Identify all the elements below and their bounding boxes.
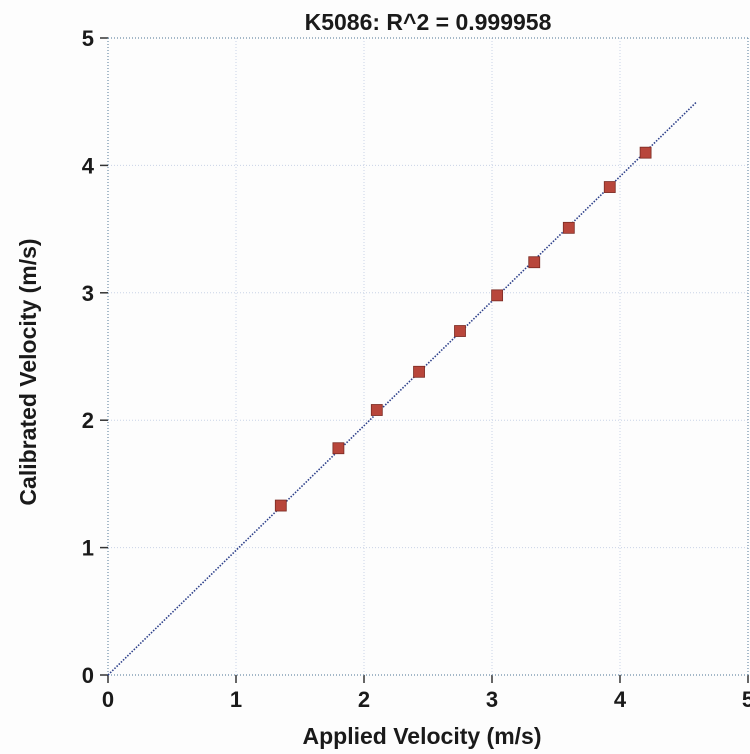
data-point <box>454 325 466 337</box>
x-tick-label: 5 <box>742 687 750 712</box>
data-point <box>562 221 575 234</box>
x-tick-label: 3 <box>486 687 498 712</box>
y-tick-label: 5 <box>82 26 94 51</box>
data-point <box>332 442 345 455</box>
y-tick-label: 3 <box>82 281 94 306</box>
axes <box>100 37 749 683</box>
y-tick-label: 4 <box>82 153 95 178</box>
tick-labels: 0 1 2 3 4 5 0 1 2 3 4 5 <box>82 26 750 712</box>
y-tick-label: 2 <box>82 408 94 433</box>
fit-line <box>107 101 698 676</box>
x-axis-label: Applied Velocity (m/s) <box>303 723 542 749</box>
data-point <box>274 499 287 512</box>
y-tick-label: 1 <box>82 536 94 561</box>
data-point <box>528 256 541 269</box>
y-axis-label: Calibrated Velocity (m/s) <box>15 238 41 505</box>
data-point <box>603 181 616 193</box>
x-tick-label: 2 <box>358 687 370 712</box>
x-tick-label: 1 <box>230 687 242 712</box>
data-point <box>639 146 652 159</box>
data-series <box>107 101 698 676</box>
x-tick-label: 0 <box>102 687 114 712</box>
y-tick-label: 0 <box>82 663 94 688</box>
chart-title: K5086: R^2 = 0.999958 <box>305 9 552 35</box>
grid <box>108 38 748 675</box>
data-point <box>413 365 425 378</box>
x-tick-label: 4 <box>614 687 627 712</box>
data-point <box>491 289 504 302</box>
data-point <box>370 404 383 416</box>
